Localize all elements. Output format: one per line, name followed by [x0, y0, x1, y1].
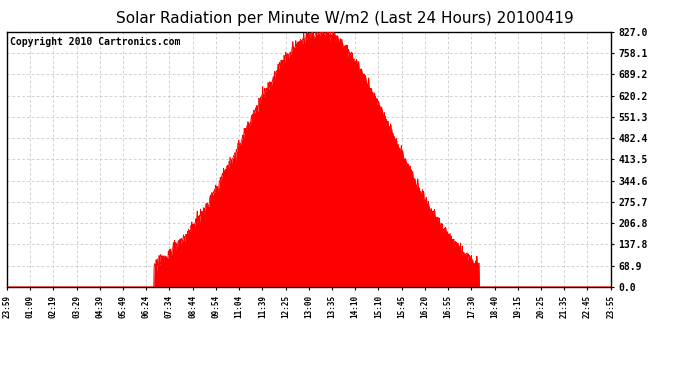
Text: Copyright 2010 Cartronics.com: Copyright 2010 Cartronics.com — [10, 37, 180, 47]
Text: Solar Radiation per Minute W/m2 (Last 24 Hours) 20100419: Solar Radiation per Minute W/m2 (Last 24… — [116, 11, 574, 26]
